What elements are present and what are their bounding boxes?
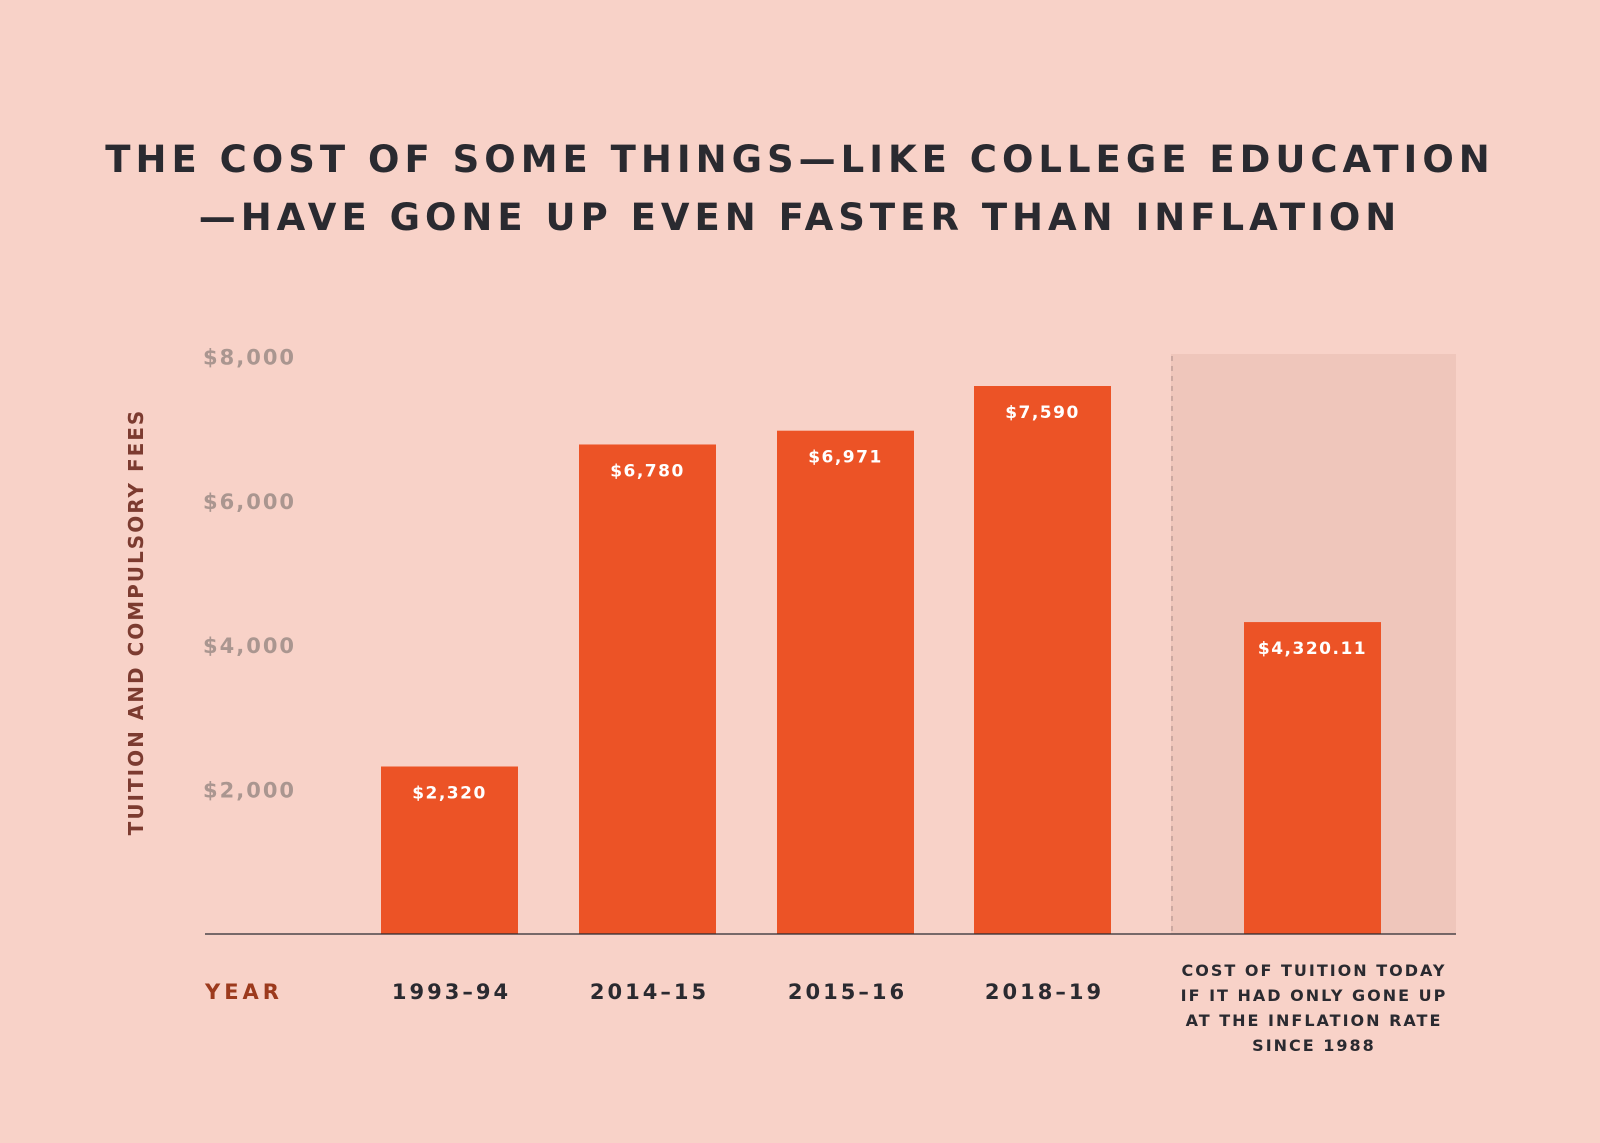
x-category-label: 2015–16 (788, 980, 907, 1004)
bar-value-label: $6,780 (610, 461, 685, 481)
chart-title-line-1: THE COST OF SOME THINGS—LIKE COLLEGE EDU… (105, 138, 1494, 181)
bar-value-label: $6,971 (808, 448, 883, 468)
x-category-label-line: IF IT HAD ONLY GONE UP (1181, 986, 1448, 1005)
x-category-label: 1993–94 (392, 980, 511, 1004)
y-tick-label: $2,000 (203, 779, 296, 803)
bar-value-label: $7,590 (1005, 403, 1080, 423)
y-tick-label: $8,000 (203, 345, 296, 369)
y-tick-label: $6,000 (203, 490, 296, 514)
x-category-label-line: AT THE INFLATION RATE (1186, 1011, 1443, 1030)
y-tick-label: $4,000 (203, 634, 296, 658)
bar (777, 430, 914, 934)
x-category-label: 2014–15 (590, 980, 709, 1004)
bar (579, 444, 716, 934)
x-category-label-line: COST OF TUITION TODAY (1182, 961, 1447, 980)
x-axis-label: YEAR (204, 980, 283, 1004)
x-category-label-line: SINCE 1988 (1252, 1036, 1376, 1055)
bar (1244, 622, 1381, 934)
bar (974, 386, 1111, 934)
bar-value-label: $2,320 (412, 783, 487, 803)
chart-title-line-2: —HAVE GONE UP EVEN FASTER THAN INFLATION (199, 196, 1402, 239)
bar (381, 766, 518, 934)
y-axis-label: TUITION AND COMPULSORY FEES (124, 409, 148, 836)
bar-value-label: $4,320.11 (1258, 639, 1367, 659)
x-category-label: 2018–19 (985, 980, 1104, 1004)
